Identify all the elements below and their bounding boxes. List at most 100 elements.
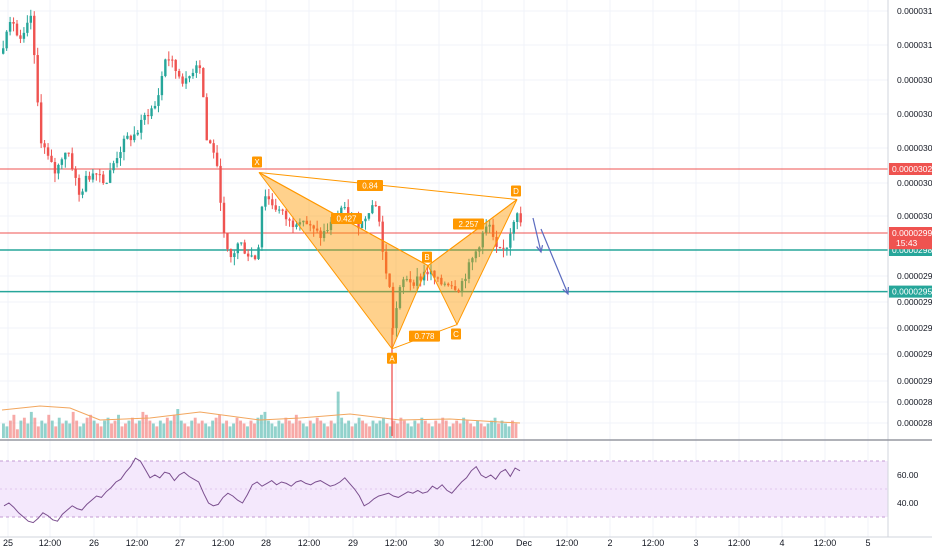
time-axis-label: 12:00 <box>126 538 149 548</box>
candle-body <box>50 155 53 163</box>
volume-bar <box>124 423 127 438</box>
volume-bar <box>169 420 173 438</box>
volume-bar <box>29 411 33 438</box>
candle-body <box>15 23 19 36</box>
time-axis-label: 12:00 <box>642 538 665 548</box>
volume-bar <box>514 423 518 438</box>
candle-body <box>447 283 450 286</box>
price-axis-label: 0.00002935 <box>897 323 932 333</box>
candle-body <box>340 207 343 214</box>
candle-body <box>219 165 222 203</box>
volume-bar <box>305 426 309 438</box>
volume-bar <box>263 411 267 438</box>
candle-body <box>2 48 5 54</box>
time-axis-label: 3 <box>693 538 698 548</box>
candle-body <box>471 258 474 263</box>
volume-bar <box>389 426 392 438</box>
candle-body <box>146 115 150 117</box>
volume-bar <box>57 417 61 438</box>
volume-bar <box>256 417 260 438</box>
candle-body <box>274 205 277 210</box>
volume-bar <box>465 420 469 438</box>
volume-bar <box>444 420 448 438</box>
candles-layer <box>2 9 522 436</box>
price-axis[interactable]: 0.00003120 0.00003100 0.00003080 0.00003060… <box>897 6 932 428</box>
volume-bar <box>82 423 86 438</box>
candle-body <box>26 22 29 33</box>
rsi-axis[interactable]: 60.00 40.00 <box>897 470 919 508</box>
candle-body <box>302 220 305 223</box>
time-axis-label: 12:00 <box>471 538 494 548</box>
time-axis-label: 29 <box>348 538 358 548</box>
time-axis[interactable]: 25 12:00 26 12:00 27 12:00 28 12:00 29 12:00 30 12:… <box>3 538 871 548</box>
volume-bar <box>378 420 382 438</box>
volume-bar <box>5 426 9 438</box>
volume-bar <box>350 426 354 438</box>
volume-moving-average <box>1 405 521 424</box>
candle-body <box>84 175 88 192</box>
candle-body <box>233 253 236 258</box>
volume-bar <box>141 411 145 438</box>
volume-bar <box>402 420 406 438</box>
candle-body <box>360 221 364 229</box>
time-axis-label: 12:00 <box>212 538 235 548</box>
volume-bar <box>200 420 204 438</box>
candle-body <box>257 247 260 260</box>
candle-body <box>402 279 405 288</box>
candle-body <box>519 213 522 223</box>
candle-body <box>281 209 284 211</box>
volume-bar <box>280 423 284 438</box>
volume-bar <box>134 423 138 438</box>
volume-bar <box>343 423 347 438</box>
time-axis-label: 25 <box>3 538 13 548</box>
volume-bar <box>420 417 424 438</box>
candle-body <box>77 177 81 195</box>
volume-bar <box>423 420 427 438</box>
volume-bar <box>469 423 473 438</box>
price-axis-label: 0.00003060 <box>897 109 932 119</box>
candle-body <box>378 206 381 222</box>
pattern-ratio-badge <box>357 180 383 191</box>
candle-body <box>474 251 478 259</box>
candle-body <box>305 220 308 225</box>
volume-bar <box>329 420 333 438</box>
volume-bar <box>385 423 389 438</box>
candle-body <box>384 251 388 274</box>
candle-body <box>443 283 446 285</box>
volume-layer <box>1 391 521 438</box>
volume-bar <box>354 423 358 438</box>
volume-bar <box>270 423 274 438</box>
candle-body <box>246 253 250 257</box>
candle-body <box>398 287 402 309</box>
pattern-point-label: C <box>453 330 459 339</box>
pattern-ratio-label: 0.427 <box>336 215 357 224</box>
candle-body <box>512 221 515 234</box>
candle-body <box>388 273 391 287</box>
candle-body <box>491 224 495 237</box>
candle-body <box>22 32 26 39</box>
volume-bar <box>392 420 396 438</box>
volume-bar <box>455 420 459 438</box>
rsi-axis-label: 60.00 <box>897 470 919 480</box>
candle-body <box>108 170 112 183</box>
volume-bar <box>462 417 466 438</box>
candle-body <box>243 242 246 254</box>
candle-body <box>60 159 64 165</box>
pattern-point-label: A <box>389 354 395 363</box>
volume-bar <box>165 417 169 438</box>
volume-bar <box>103 420 106 438</box>
harmonic-pattern-layer: X A B C D 0.84 0.427 0.778 2.257 <box>252 156 521 364</box>
candle-body <box>433 270 436 278</box>
level-price-tag-text: 0.00003028 <box>892 164 932 174</box>
volume-bar <box>406 423 410 438</box>
time-axis-label: 12:00 <box>728 538 751 548</box>
volume-bar <box>371 420 375 438</box>
candle-body <box>315 228 319 231</box>
candle-body <box>115 158 119 164</box>
volume-bar <box>75 420 79 438</box>
volume-bar <box>490 420 493 438</box>
volume-bar <box>92 420 96 438</box>
volume-bar <box>47 414 51 438</box>
volume-bar <box>99 426 103 438</box>
candle-body <box>260 206 264 248</box>
